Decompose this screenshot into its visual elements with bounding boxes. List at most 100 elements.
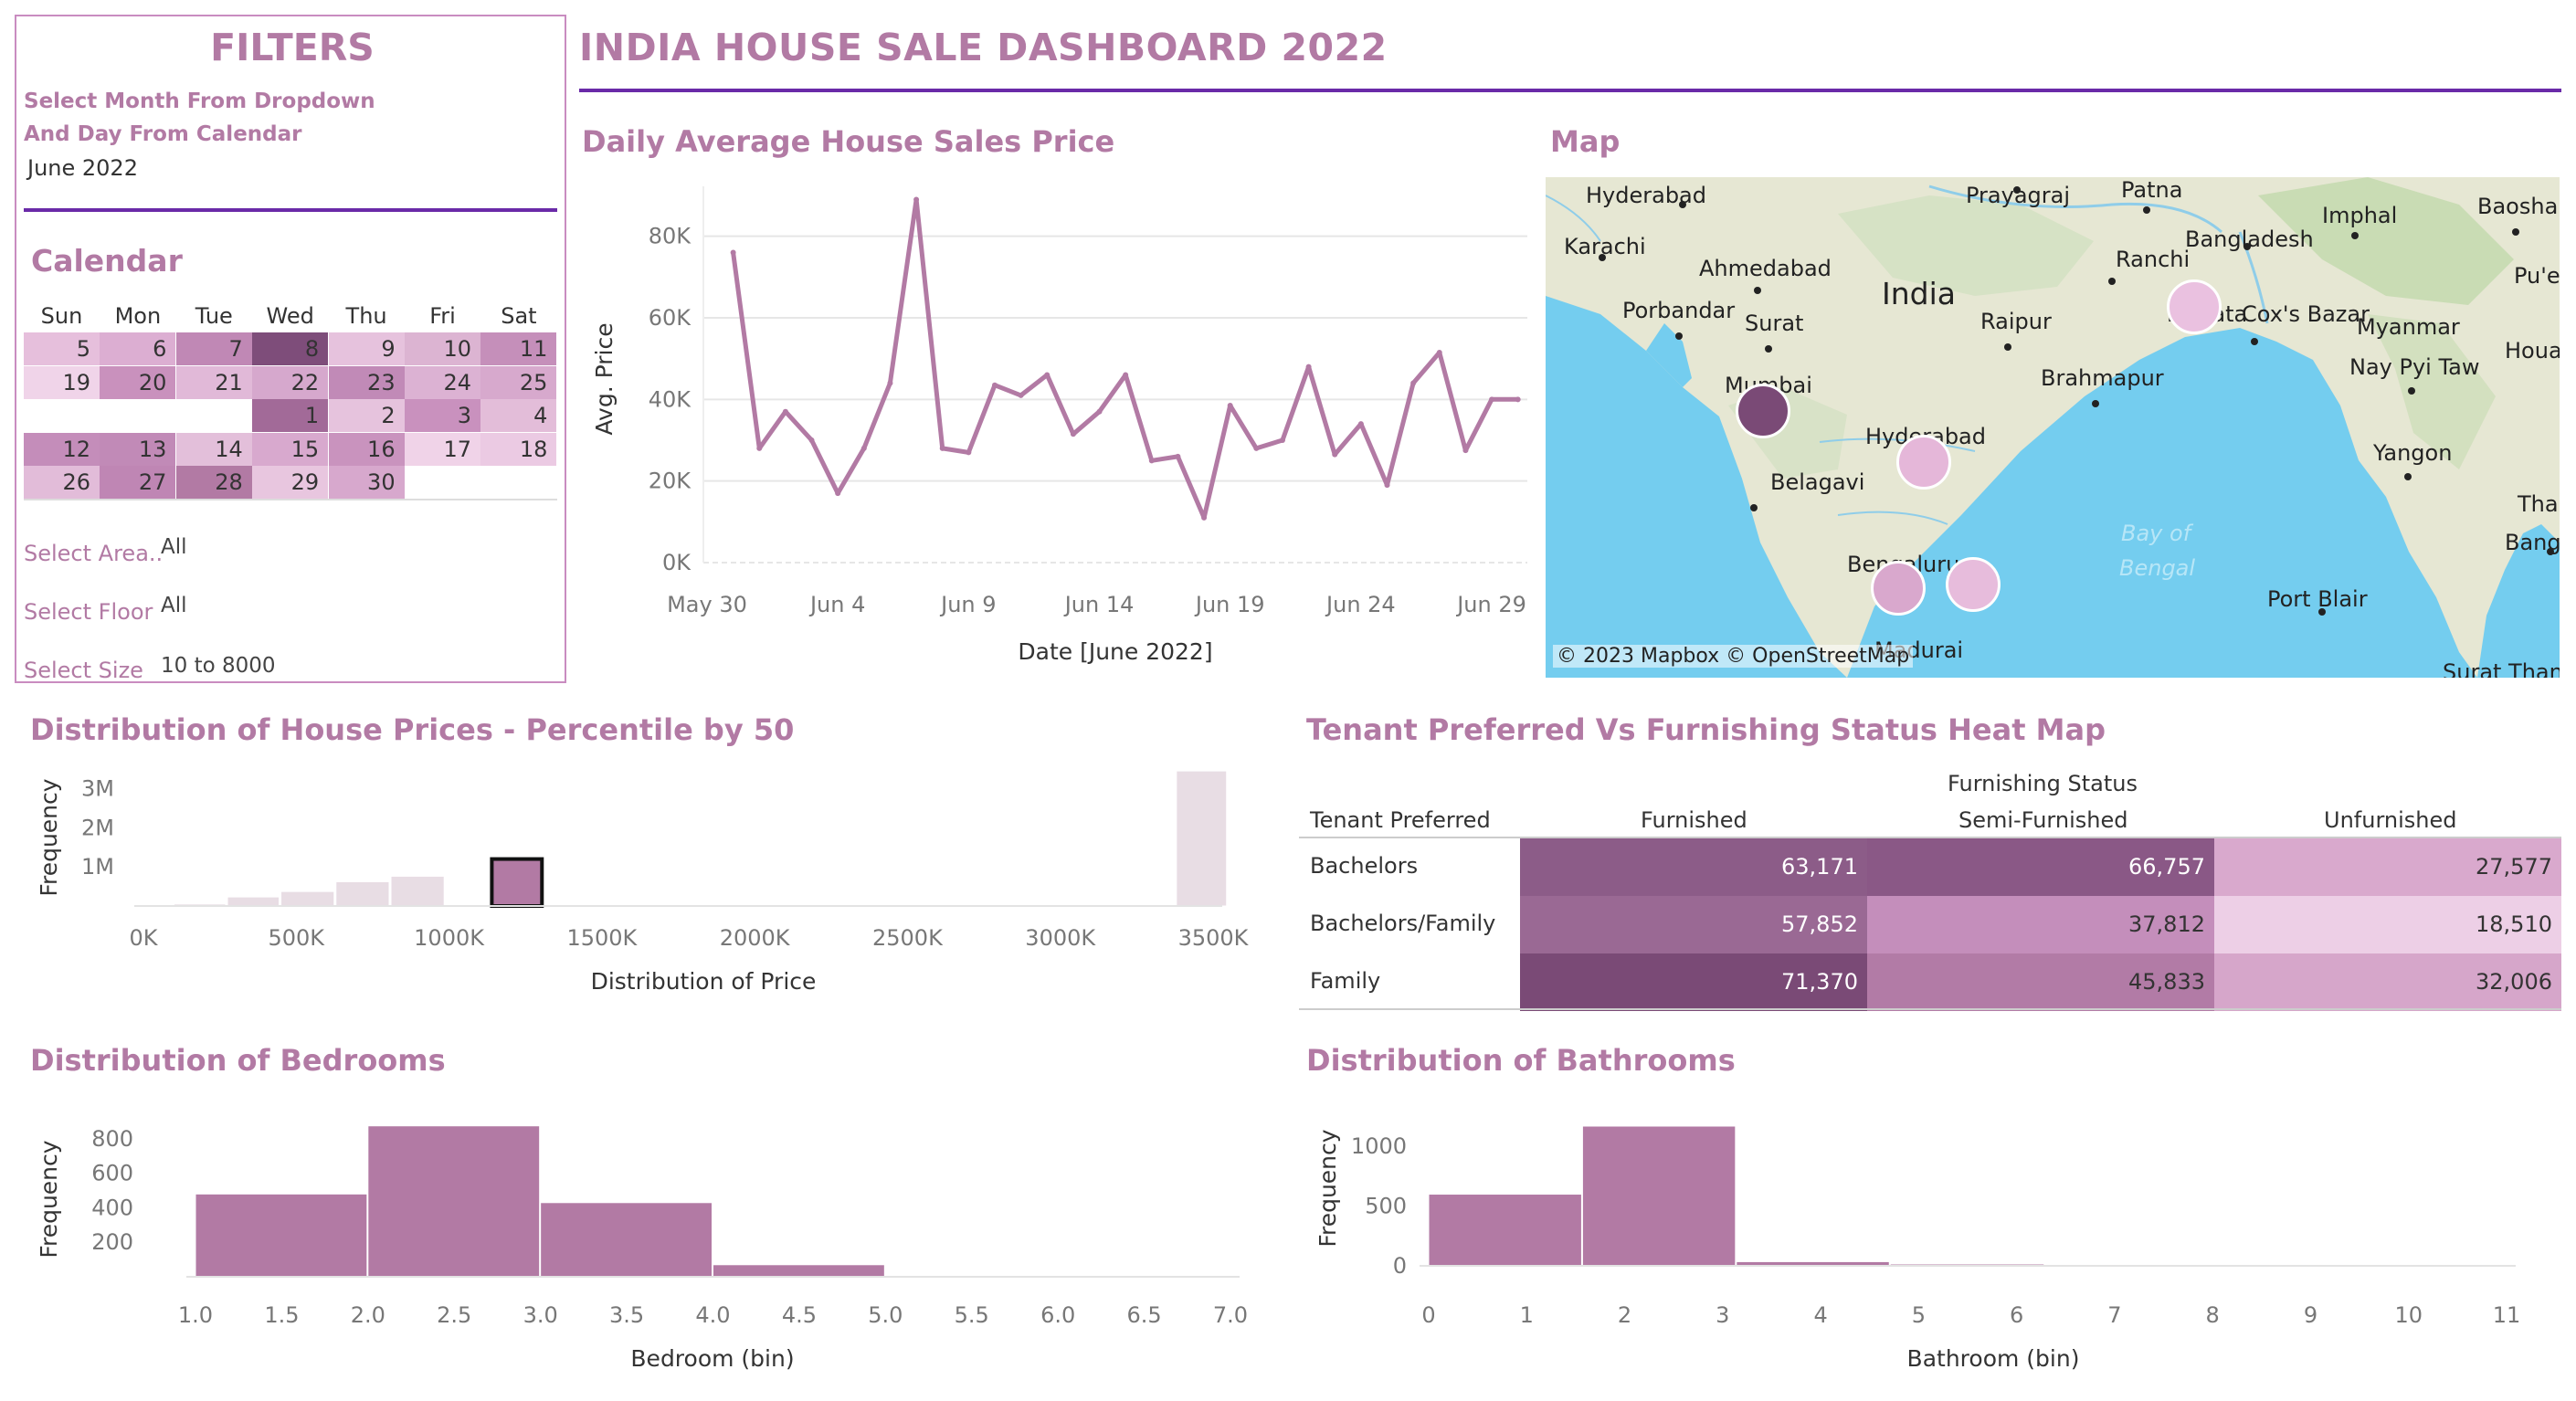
map-label-houayxay: Houayxay [2505,338,2560,363]
map-bubble-kolkata[interactable] [2167,279,2222,334]
map-bubble-mumbai[interactable] [1736,384,1790,438]
hist-y-tick: 1000 [1351,1133,1407,1159]
heatmap-cell[interactable]: 37,812 [1867,896,2214,953]
calendar-day-21[interactable]: 21 [175,365,252,399]
hist-x-tick: 5.0 [868,1302,903,1328]
calendar-day-27[interactable]: 27 [100,466,176,499]
hist-x-tick: 7.0 [1213,1302,1248,1328]
calendar-day-4[interactable]: 4 [480,399,557,432]
heatmap-cell[interactable]: 57,852 [1520,896,1867,953]
map-attribution[interactable]: © 2023 Mapbox © OpenStreetMap [1553,645,1914,668]
calendar-day-16[interactable]: 16 [328,432,405,466]
hist-x-tick: 4 [1813,1302,1827,1328]
calendar-day-25[interactable]: 25 [480,365,557,399]
calendar-day-9[interactable]: 9 [328,332,405,365]
calendar-day-3[interactable]: 3 [405,399,480,432]
calendar-day-7[interactable]: 7 [175,332,252,365]
hist-x-tick: 1 [1520,1302,1534,1328]
line-point [860,445,867,451]
calendar-weekday: Thu [345,303,387,329]
calendar-day-23[interactable]: 23 [328,365,405,399]
hist-bar [367,1125,541,1278]
calendar-day-12[interactable]: 12 [24,432,100,466]
hist-y-axis-title: Frequency [1314,1129,1341,1247]
line-point [1044,372,1050,378]
map-label-yangon: Yangon [2373,440,2453,466]
line-x-tick: Jun 29 [1455,592,1526,617]
floor-filter-select[interactable]: All [161,594,187,617]
hist-y-tick: 2M [81,815,114,840]
calendar-title: Calendar [31,243,183,279]
hist-y-tick: 200 [91,1229,133,1255]
map-label-ahmedabad: Ahmedabad [1699,256,1832,281]
hist-bar [540,1202,713,1278]
heatmap-cell[interactable]: 45,833 [1867,953,2214,1011]
map-city-dot [1675,332,1683,340]
hist-bar [335,880,390,907]
hist-bar [1176,770,1228,907]
calendar-day-19[interactable]: 19 [24,365,100,399]
calendar-weekday: Sun [40,303,83,329]
calendar-day-26[interactable]: 26 [24,466,100,499]
hist-x-tick: 1.5 [264,1302,299,1328]
line-point [1332,451,1338,458]
calendar-day-6[interactable]: 6 [100,332,176,365]
line-point [1384,482,1390,489]
hist-x-axis-title: Distribution of Price [591,968,817,995]
calendar-day-28[interactable]: 28 [175,466,252,499]
calendar-day-30[interactable]: 30 [328,466,405,499]
size-filter-slider[interactable]: 10 to 8000 [161,654,276,678]
calendar-day-13[interactable]: 13 [100,432,176,466]
calendar-day-8[interactable]: 8 [252,332,329,365]
heatmap-col-furnished: Furnished [1641,807,1747,833]
heatmap-cell[interactable]: 66,757 [1867,838,2214,896]
heatmap-cell[interactable]: 71,370 [1520,953,1867,1011]
line-point [1070,431,1076,437]
heatmap-cell[interactable]: 32,006 [2214,953,2561,1011]
map-label-india: India [1882,276,1956,311]
line-y-tick: 20K [649,469,692,494]
map-label-thailand: Thailand [2518,491,2560,517]
calendar-day-2[interactable]: 2 [328,399,405,432]
map-label-porbandar: Porbandar [1622,298,1736,323]
hist-bar [227,896,280,907]
month-dropdown[interactable]: June 2022 [27,155,138,181]
map-label-brahmapur: Brahmapur [2041,365,2164,391]
hist-x-tick: 0K [129,925,158,951]
calendar-day-1[interactable]: 1 [252,399,329,432]
heatmap-cell[interactable]: 63,171 [1520,838,1867,896]
calendar-bottom-line [24,499,557,500]
calendar-day-29[interactable]: 29 [252,466,329,499]
line-point [1357,421,1364,427]
heatmap-cell[interactable]: 27,577 [2214,838,2561,896]
size-filter-label: Select Size [24,658,143,683]
hist-y-tick: 400 [91,1195,133,1220]
calendar-day-11[interactable]: 11 [480,332,557,365]
line-point [1096,408,1103,415]
calendar-day-10[interactable]: 10 [405,332,480,365]
calendar-day-18[interactable]: 18 [480,432,557,466]
line-point [756,445,763,451]
calendar-day-20[interactable]: 20 [100,365,176,399]
india-map[interactable]: India Hyderabad Karachi Ahmedabad Porban… [1546,177,2560,678]
calendar-day-5[interactable]: 5 [24,332,100,365]
calendar-day-14[interactable]: 14 [175,432,252,466]
calendar-day-15[interactable]: 15 [252,432,329,466]
map-bubble-bengaluru[interactable] [1871,561,1926,616]
map-bubble-chennai[interactable] [1946,557,2001,612]
map-label-surat-thani: Surat Thani [2443,659,2560,678]
calendar-day-24[interactable]: 24 [405,365,480,399]
calendar-day-22[interactable]: 22 [252,365,329,399]
hist-y-tick: 0 [1393,1253,1407,1279]
area-filter-select[interactable]: All [161,535,187,559]
filters-title: FILTERS [210,26,375,69]
calendar-day-17[interactable]: 17 [405,432,480,466]
heatmap-cell[interactable]: 18,510 [2214,896,2561,953]
line-point [966,449,972,456]
map-title: Map [1550,124,1621,159]
hist-x-tick: 4.5 [782,1302,817,1328]
line-y-tick: 40K [649,386,692,412]
map-bubble-hyderabad[interactable] [1896,435,1951,490]
hist-bar [1428,1194,1582,1267]
heatmap-body: Bachelors 63,171 66,757 27,577 Bachelors/Fam… [1299,838,2561,1012]
